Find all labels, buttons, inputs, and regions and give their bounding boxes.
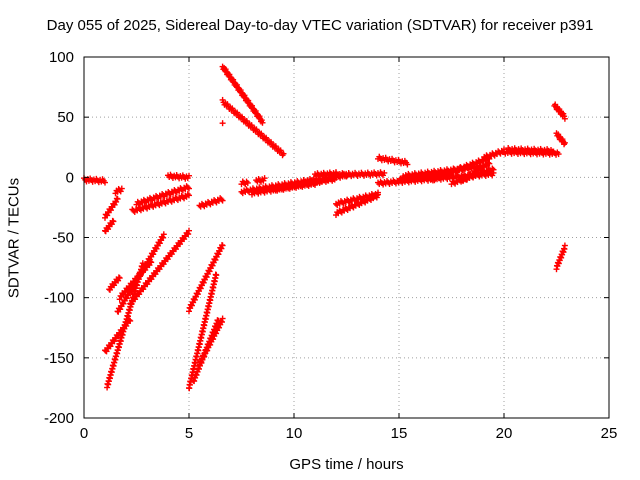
data-point bbox=[186, 172, 192, 179]
series-sat-01 bbox=[81, 175, 108, 186]
data-point bbox=[184, 191, 191, 198]
data-point bbox=[218, 196, 225, 203]
series-sat-22 bbox=[238, 178, 251, 188]
series-sat-02 bbox=[102, 195, 121, 221]
data-point bbox=[404, 161, 411, 168]
data-point bbox=[561, 139, 568, 146]
series-sat-14 bbox=[186, 242, 226, 315]
series-sat-13 bbox=[165, 171, 192, 182]
y-tick-label: -50 bbox=[52, 230, 74, 247]
data-points bbox=[81, 63, 568, 392]
data-point bbox=[489, 165, 496, 172]
x-tick-label: 25 bbox=[601, 425, 618, 442]
x-tick-label: 10 bbox=[286, 425, 303, 442]
data-point bbox=[184, 184, 191, 191]
y-tick-label: 100 bbox=[49, 49, 74, 66]
series-sat-28 bbox=[312, 169, 339, 180]
series-sat-05 bbox=[106, 274, 123, 293]
data-point bbox=[160, 231, 167, 238]
data-point bbox=[244, 179, 251, 186]
y-tick-label: 0 bbox=[66, 169, 74, 186]
y-tick-label: -100 bbox=[44, 290, 74, 307]
series-sat-17 bbox=[196, 315, 226, 368]
data-point bbox=[114, 195, 121, 202]
series-sat-38 bbox=[459, 159, 493, 185]
data-point bbox=[259, 119, 266, 126]
chart-title: Day 055 of 2025, Sidereal Day-to-day VTE… bbox=[46, 17, 594, 34]
data-point bbox=[186, 192, 192, 199]
series-sat-04 bbox=[112, 185, 125, 197]
series-sat-18 bbox=[196, 195, 226, 210]
series-sat-39 bbox=[480, 146, 507, 163]
data-point bbox=[555, 151, 562, 158]
data-point bbox=[486, 160, 493, 167]
series-sat-44 bbox=[553, 242, 568, 273]
x-tick-label: 5 bbox=[185, 425, 193, 442]
data-point bbox=[127, 317, 134, 324]
grid-layer bbox=[84, 57, 609, 418]
data-point bbox=[561, 115, 568, 122]
data-point bbox=[549, 148, 556, 155]
y-tick-label: -200 bbox=[44, 410, 74, 427]
data-point bbox=[219, 315, 226, 322]
data-point bbox=[117, 188, 124, 195]
series-sat-43 bbox=[553, 130, 568, 148]
series-sat-09 bbox=[116, 258, 155, 303]
data-point bbox=[186, 185, 192, 192]
data-point bbox=[148, 259, 155, 266]
data-point bbox=[261, 175, 268, 182]
data-point bbox=[219, 242, 226, 249]
data-point bbox=[185, 231, 192, 238]
data-point bbox=[485, 159, 492, 166]
data-point bbox=[118, 185, 125, 192]
tick-layer: 0 5 10 15 20 25 -200 -150 -100 -50 0 50 100 bbox=[44, 49, 617, 442]
data-point bbox=[490, 166, 497, 173]
data-point bbox=[102, 179, 108, 186]
series-sat-32 bbox=[375, 153, 411, 168]
series-sat-31 bbox=[333, 169, 388, 180]
series-sat-03 bbox=[102, 217, 117, 235]
series-sat-10 bbox=[127, 227, 192, 308]
data-point bbox=[219, 120, 226, 127]
data-point bbox=[213, 272, 220, 279]
series-sat-23 bbox=[253, 175, 268, 185]
data-point bbox=[186, 227, 192, 234]
x-tick-label: 15 bbox=[391, 425, 408, 442]
data-point bbox=[110, 218, 117, 225]
series-sat-20 bbox=[219, 63, 266, 126]
x-axis-label: GPS time / hours bbox=[289, 456, 404, 473]
series-sat-41 bbox=[505, 145, 556, 156]
series-sat-11 bbox=[129, 191, 192, 215]
data-point bbox=[375, 189, 381, 196]
data-point bbox=[219, 197, 226, 204]
series-sat-21 bbox=[219, 96, 287, 159]
y-tick-label: 50 bbox=[57, 109, 74, 126]
series-sat-30 bbox=[333, 189, 381, 209]
series-sat-29 bbox=[333, 191, 381, 219]
series-sat-15 bbox=[186, 271, 220, 392]
data-point bbox=[381, 169, 388, 176]
x-tick-label: 0 bbox=[80, 425, 88, 442]
y-tick-label: -150 bbox=[44, 350, 74, 367]
data-point bbox=[561, 242, 568, 249]
data-point bbox=[116, 275, 123, 282]
data-point bbox=[280, 150, 287, 157]
x-tick-label: 20 bbox=[496, 425, 513, 442]
series-sat-12 bbox=[133, 183, 192, 208]
series-sat-42 bbox=[551, 101, 568, 122]
series-sat-19 bbox=[219, 120, 226, 127]
